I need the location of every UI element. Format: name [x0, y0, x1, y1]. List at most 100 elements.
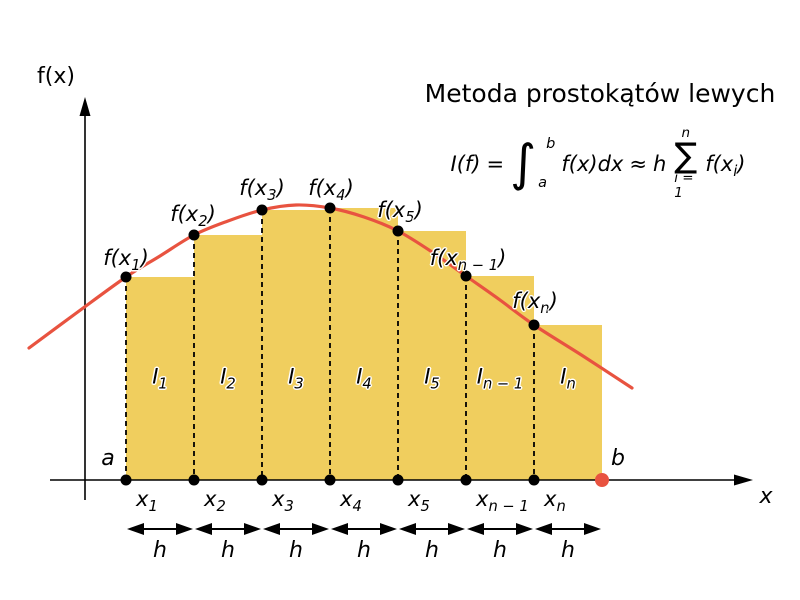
label-text: ) — [140, 246, 149, 270]
integral-rectangle — [398, 231, 466, 480]
label-text: h — [357, 538, 371, 563]
rectangle-area-label: I5 — [424, 364, 440, 392]
y-axis-label: f(x) — [37, 64, 75, 89]
label-text: ) — [276, 176, 285, 200]
rectangle-area-label: In − 1 — [476, 364, 524, 392]
step-coefficient: h — [652, 151, 667, 176]
label-subscript: n — [540, 300, 550, 318]
sum-upper-bound: n — [681, 125, 690, 141]
f-value-label: f(xn) — [512, 289, 558, 317]
sum-term-close: ) — [737, 151, 746, 176]
label-text: I — [424, 364, 431, 389]
h-interval-label: h — [561, 540, 575, 562]
label-subscript: 2 — [226, 375, 236, 393]
sum-term-subscript: i — [733, 162, 738, 180]
axis-tick-dot — [120, 474, 132, 486]
label-text: x — [340, 487, 353, 511]
label-text: ) — [345, 176, 354, 200]
f-value-label: f(x5) — [377, 200, 423, 226]
x-axis-arrowhead-icon — [734, 474, 753, 486]
arrow-right-head-icon — [244, 523, 261, 535]
arrow-left-head-icon — [331, 523, 348, 535]
rectangle-area-label: I4 — [356, 364, 372, 392]
label-text: x — [204, 487, 217, 511]
label-text: x — [136, 487, 149, 511]
formula-lhs: I(f) — [450, 151, 481, 176]
label-subscript: n — [556, 498, 566, 516]
integral-lower-bound: a — [538, 175, 548, 192]
arrow-right-head-icon — [584, 523, 601, 535]
f-value-label: f(xn − 1) — [430, 248, 507, 274]
label-subscript: n − 1 — [482, 375, 524, 393]
rectangle-area-label: I1 — [152, 364, 168, 392]
x-tick-label: x5 — [408, 489, 430, 515]
label-text: I — [476, 364, 483, 389]
label-subscript: 4 — [352, 498, 362, 516]
x-tick-label: x3 — [272, 489, 294, 515]
endpoint-b-dot — [595, 473, 609, 487]
label-subscript: 4 — [362, 375, 372, 393]
rectangle-area-label: In — [560, 364, 576, 392]
arrow-left-head-icon — [399, 523, 416, 535]
label-text: f(x — [170, 202, 199, 226]
axis-tick-dot — [256, 474, 268, 486]
x-tick-label: x4 — [340, 487, 362, 515]
axis-tick-dot — [460, 474, 472, 486]
label-subscript: 1 — [158, 375, 168, 393]
label-subscript: n − 1 — [457, 257, 499, 275]
label-subscript: 3 — [267, 187, 277, 205]
x-tick-label: x2 — [204, 487, 226, 515]
rectangle-area-label: I2 — [220, 366, 236, 392]
label-subscript: 5 — [405, 209, 415, 227]
label-text: ) — [549, 289, 558, 313]
f-value-label: f(x1) — [103, 246, 149, 274]
interval-start-label: a — [101, 446, 115, 471]
label-text: f(x — [239, 176, 268, 200]
arrow-left-head-icon — [467, 523, 484, 535]
integral-rectangle — [194, 235, 262, 480]
integral-rectangle — [534, 325, 602, 480]
arrow-right-head-icon — [176, 523, 193, 535]
approx-sign: ≈ — [629, 151, 647, 176]
x-axis-label: x — [759, 484, 773, 509]
curve-sample-dot — [392, 225, 404, 237]
integral-group: ∫ b a — [510, 137, 555, 191]
label-text: I — [152, 364, 159, 389]
sum-group: n ∑ i = 1 — [674, 126, 697, 201]
x-tick-label: xn — [544, 489, 566, 515]
label-subscript: 2 — [216, 498, 226, 516]
equals-sign: = — [486, 151, 505, 176]
label-subscript: n — [566, 375, 576, 393]
axis-tick-dot — [392, 474, 404, 486]
y-axis-arrowhead-icon — [79, 97, 91, 116]
curve-sample-dot — [528, 319, 540, 331]
label-text: ) — [207, 202, 216, 226]
label-text: h — [425, 538, 439, 563]
label-text: h — [289, 538, 303, 563]
curve-sample-dot — [460, 270, 472, 282]
f-value-label: f(x2) — [170, 202, 216, 230]
integral-rectangle — [262, 210, 330, 480]
h-interval-label: h — [221, 540, 235, 562]
label-subscript: 4 — [336, 187, 346, 205]
label-text: x — [476, 487, 489, 511]
integral-rectangle — [330, 208, 398, 480]
arrow-left-head-icon — [195, 523, 212, 535]
label-subscript: 1 — [148, 498, 158, 516]
axis-tick-dot — [528, 474, 540, 486]
arrow-right-head-icon — [516, 523, 533, 535]
h-interval-label: h — [289, 540, 303, 562]
curve-sample-dot — [120, 271, 132, 283]
label-text: f(x — [512, 289, 541, 313]
label-text: h — [153, 538, 167, 563]
label-text: h — [493, 538, 507, 563]
label-subscript: 5 — [420, 498, 430, 516]
label-text: I — [356, 364, 363, 389]
label-text: f(x — [103, 246, 132, 270]
sum-term-text: f(x — [705, 151, 734, 176]
arrow-right-head-icon — [448, 523, 465, 535]
label-text: I — [560, 364, 567, 389]
integral-limits: b a — [538, 137, 555, 191]
